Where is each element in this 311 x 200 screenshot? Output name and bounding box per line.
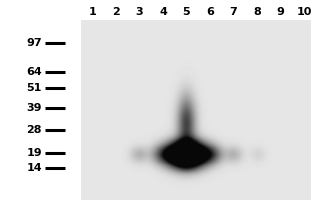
Text: 3: 3 xyxy=(136,7,143,17)
Text: 5: 5 xyxy=(183,7,190,17)
Text: 10: 10 xyxy=(296,7,311,17)
Text: 9: 9 xyxy=(276,7,285,17)
Text: 28: 28 xyxy=(26,125,42,135)
Text: 51: 51 xyxy=(27,83,42,93)
Text: 14: 14 xyxy=(26,163,42,173)
Text: 64: 64 xyxy=(26,67,42,77)
Text: 19: 19 xyxy=(26,148,42,158)
Text: 2: 2 xyxy=(112,7,120,17)
Text: 8: 8 xyxy=(253,7,261,17)
Text: 7: 7 xyxy=(230,7,237,17)
Text: 6: 6 xyxy=(206,7,214,17)
Text: 1: 1 xyxy=(89,7,96,17)
Text: 97: 97 xyxy=(26,38,42,48)
Text: 4: 4 xyxy=(159,7,167,17)
Text: 39: 39 xyxy=(26,103,42,113)
